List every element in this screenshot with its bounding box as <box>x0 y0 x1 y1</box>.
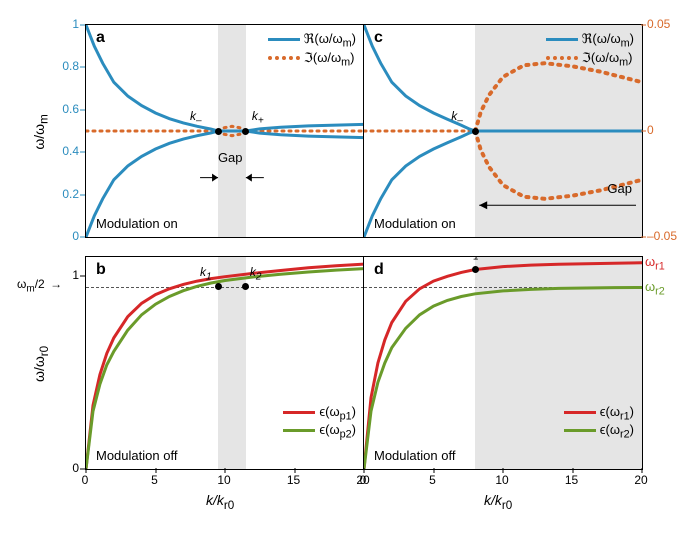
tick-label: 15 <box>565 473 578 487</box>
tick-label: 0.2 <box>62 187 79 201</box>
tick-label: 0.4 <box>62 144 79 158</box>
gap-arrow-c <box>364 25 642 237</box>
xlabel-panel-d: k/kr0 <box>484 492 512 512</box>
tick-label: 1 <box>72 17 79 31</box>
tick-label: 10 <box>217 473 230 487</box>
tick-label: 0.6 <box>62 102 79 116</box>
panel-a: k–k+ a Modulation on ℜ(ω/ωm) ℑ(ω/ωm) Gap <box>85 24 365 238</box>
tick-label: 15 <box>287 473 300 487</box>
modulation-label-d: Modulation off <box>374 448 455 463</box>
legend-b: ϵ(ωp1) ϵ(ωp2) <box>283 404 356 441</box>
k-marker <box>472 266 479 273</box>
legend-green-d: ϵ(ωr2) <box>564 422 634 441</box>
tick-label: 0 <box>82 473 89 487</box>
gap-arrows-a <box>86 25 364 237</box>
tick-label: 1 <box>72 268 79 282</box>
k-label: k2 <box>250 265 262 282</box>
tick-label: 0.05 <box>647 17 670 31</box>
xlabel-panel-b: k/kr0 <box>206 492 234 512</box>
legend-green-b: ϵ(ωp2) <box>283 422 356 441</box>
tick-label: 0 <box>72 461 79 475</box>
tick-label: –0.05 <box>647 229 677 243</box>
panel-b-label: b <box>96 261 106 279</box>
tick-label: 5 <box>429 473 436 487</box>
tick-label: 10 <box>495 473 508 487</box>
k-label: k1 <box>200 265 212 282</box>
ylabel-panel-b: ω/ωr0 <box>31 346 51 382</box>
legend-red-b: ϵ(ωp1) <box>283 404 356 423</box>
k-marker <box>215 283 222 290</box>
figure: k–k+ a Modulation on ℜ(ω/ωm) ℑ(ω/ωm) Gap… <box>0 0 685 550</box>
omega-r-label: ωr1 <box>645 254 665 273</box>
modulation-label-b: Modulation off <box>96 448 177 463</box>
wm2-label: ωm/2 → <box>17 277 62 294</box>
legend-d: ϵ(ωr1) ϵ(ωr2) <box>564 404 634 441</box>
tick-label: 0 <box>72 229 79 243</box>
tick-label: 5 <box>151 473 158 487</box>
panel-d: k1 d Modulation off ϵ(ωr1) ϵ(ωr2) <box>363 256 643 470</box>
tick-label: 20 <box>634 473 647 487</box>
panel-c: k– c Modulation on ℜ(ω/ωm) ℑ(ω/ωm) Gap <box>363 24 643 238</box>
omega-r-label: ωr2 <box>645 279 665 298</box>
ylabel-panel-a: ω/ωm <box>31 114 51 149</box>
tick-label: 0 <box>647 123 654 137</box>
k-label: k1 <box>467 257 479 262</box>
tick-label: 0.8 <box>62 59 79 73</box>
tick-label: 0 <box>360 473 367 487</box>
panel-d-label: d <box>374 261 384 279</box>
legend-red-d: ϵ(ωr1) <box>564 404 634 423</box>
panel-b: k1 k2 b Modulation off ϵ(ωp1) ϵ(ωp2) <box>85 256 365 470</box>
